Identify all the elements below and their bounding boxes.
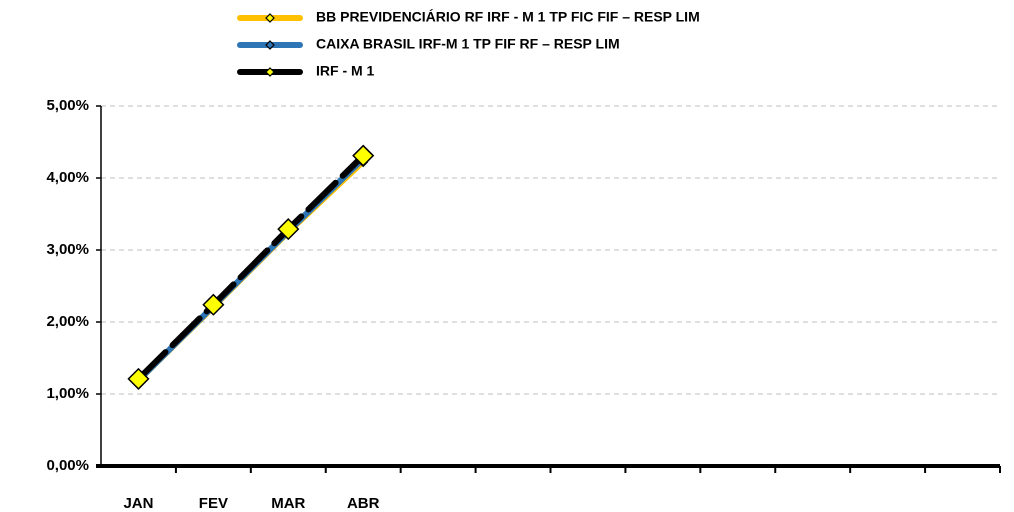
y-tick-label: 3,00% xyxy=(46,241,89,258)
series-line xyxy=(135,152,367,382)
legend-text: CAIXA BRASIL IRF-M 1 TP FIF RF – RESP LI… xyxy=(316,36,620,52)
legend-marker xyxy=(265,67,275,77)
y-tick-label: 1,00% xyxy=(46,385,89,402)
marker xyxy=(202,293,225,316)
legend-marker xyxy=(265,13,275,23)
x-tick-label: ABR xyxy=(347,495,380,512)
x-tick-label: JAN xyxy=(123,495,153,512)
marker xyxy=(277,218,300,241)
y-tick-label: 0,00% xyxy=(46,457,89,474)
y-tick-label: 2,00% xyxy=(46,313,89,330)
x-tick-label: FEV xyxy=(199,495,228,512)
y-tick-label: 5,00% xyxy=(46,97,89,114)
legend-text: BB PREVIDENCIÁRIO RF IRF - M 1 TP FIC FI… xyxy=(316,9,700,25)
marker xyxy=(352,144,375,167)
legend-text: IRF - M 1 xyxy=(316,63,375,79)
y-tick-label: 4,00% xyxy=(46,169,89,186)
marker xyxy=(127,367,150,390)
legend-marker xyxy=(265,40,275,50)
x-tick-label: MAR xyxy=(271,495,305,512)
